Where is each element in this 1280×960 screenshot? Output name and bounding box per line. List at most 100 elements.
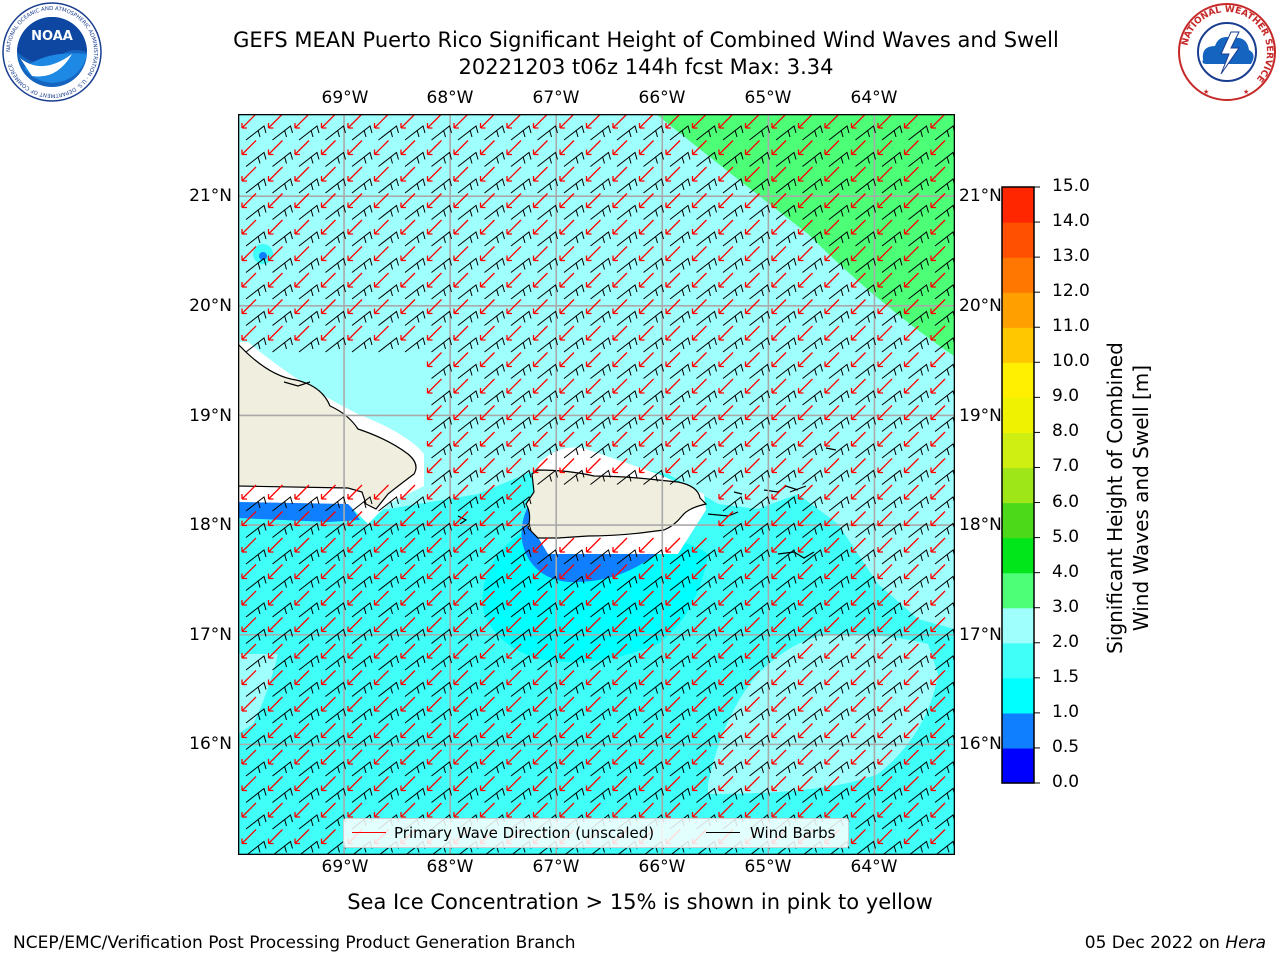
- svg-text:NOAA: NOAA: [31, 29, 73, 44]
- wind-barb: [484, 708, 505, 724]
- wave-direction-arrow: [824, 564, 840, 580]
- wind-barb: [245, 681, 267, 697]
- wave-direction-arrow: [294, 776, 310, 792]
- wave-direction-arrow: [426, 802, 442, 818]
- wave-direction-arrow: [241, 670, 257, 686]
- wave-direction-arrow: [400, 299, 416, 315]
- wave-direction-arrow: [850, 617, 866, 633]
- footer-branch: NCEP/EMC/Verification Post Processing Pr…: [13, 933, 576, 953]
- wave-direction-arrow: [903, 643, 919, 659]
- wave-direction-arrow: [373, 272, 389, 288]
- wave-direction-arrow: [559, 140, 575, 156]
- chart-subtitle: 20221203 t06z 144h fcst Max: 3.34: [458, 55, 834, 79]
- wave-direction-arrow: [638, 537, 654, 553]
- wind-barb: [696, 337, 717, 353]
- wave-direction-arrow: [612, 299, 628, 315]
- wind-barb: [563, 761, 585, 777]
- wave-direction-arrow: [691, 431, 707, 447]
- wind-barb: [855, 496, 876, 512]
- wave-direction-arrow: [453, 378, 469, 394]
- wave-direction-arrow: [479, 405, 495, 421]
- wind-barb: [669, 602, 691, 618]
- lon-label-top: 67°W: [532, 88, 580, 108]
- wind-barb: [669, 284, 691, 300]
- colorbar-segment: [1002, 502, 1034, 539]
- wind-barb: [908, 602, 929, 618]
- wave-band-0.5-1: [521, 506, 656, 583]
- wind-barb: [325, 761, 346, 777]
- wave-direction-arrow: [453, 431, 469, 447]
- wind-barb: [431, 681, 452, 697]
- wind-barb: [590, 178, 611, 194]
- wave-direction-arrow: [532, 405, 548, 421]
- wave-direction-arrow: [506, 537, 522, 553]
- wind-barb: [563, 310, 585, 326]
- wind-barb: [272, 231, 293, 247]
- wave-direction-arrow: [559, 352, 575, 368]
- wind-barb: [298, 522, 320, 538]
- wind-barb: [802, 390, 823, 406]
- wind-barb: [934, 284, 954, 300]
- lon-label-top: 69°W: [321, 88, 369, 108]
- wave-direction-arrow: [877, 802, 893, 818]
- wave-direction-arrow: [797, 325, 813, 341]
- wave-direction-arrow: [373, 670, 389, 686]
- wind-barb: [537, 337, 558, 353]
- wave-direction-arrow: [453, 458, 469, 474]
- wind-barb: [669, 655, 691, 671]
- wind-barb: [298, 204, 320, 220]
- colorbar-tick-label: 1.5: [1052, 666, 1080, 687]
- wave-direction-arrow: [903, 431, 919, 447]
- wind-barb: [855, 151, 876, 167]
- wave-direction-arrow: [267, 325, 283, 341]
- wind-barb: [378, 337, 399, 353]
- wind-barb: [404, 125, 426, 141]
- colorbar-tick-label: 7.0: [1052, 456, 1080, 477]
- wind-barb: [616, 443, 638, 459]
- wave-direction-arrow: [426, 643, 442, 659]
- wind-barb: [828, 337, 850, 353]
- wave-direction-arrow: [400, 193, 416, 209]
- wave-direction-arrow: [877, 590, 893, 606]
- wave-direction-arrow: [797, 114, 813, 129]
- colorbar-segment: [1002, 292, 1034, 328]
- wave-direction-arrow: [877, 829, 893, 845]
- wave-direction-arrow: [559, 246, 575, 262]
- wind-barb: [749, 734, 770, 750]
- wave-direction-arrow: [585, 299, 601, 315]
- wave-direction-legend-label: Primary Wave Direction (unscaled): [394, 824, 655, 842]
- wind-barb: [696, 681, 717, 697]
- wind-barb: [484, 416, 505, 432]
- wave-direction-arrow: [877, 166, 893, 182]
- wind-barb: [669, 708, 691, 724]
- wave-direction-arrow: [771, 193, 787, 209]
- wave-direction-arrow: [612, 802, 628, 818]
- wave-direction-arrow: [241, 325, 257, 341]
- wind-barb: [590, 416, 611, 432]
- wind-barb: [510, 178, 532, 194]
- wave-direction-arrow: [930, 537, 946, 553]
- wave-direction-arrow: [320, 590, 336, 606]
- wind-barb: [457, 734, 479, 750]
- wave-direction-arrow: [479, 696, 495, 712]
- wind-barb: [457, 363, 479, 379]
- wave-direction-arrow: [718, 511, 734, 527]
- wave-direction-arrow: [506, 643, 522, 659]
- wind-barb: [802, 522, 823, 538]
- wind-barb: [855, 390, 876, 406]
- colorbar-tick-label: 13.0: [1052, 246, 1090, 267]
- wave-direction-arrow: [903, 617, 919, 633]
- wave-direction-arrow: [532, 299, 548, 315]
- wind-barb: [457, 761, 479, 777]
- wave-direction-arrow: [877, 246, 893, 262]
- wind-barb: [722, 602, 744, 618]
- wave-direction-arrow: [718, 431, 734, 447]
- wave-direction-arrow: [453, 511, 469, 527]
- wave-direction-arrow: [506, 246, 522, 262]
- wave-direction-arrow: [903, 166, 919, 182]
- wave-direction-arrow: [691, 299, 707, 315]
- wave-direction-arrow: [479, 590, 495, 606]
- wind-barb: [749, 628, 770, 644]
- wave-direction-arrow: [559, 299, 575, 315]
- wind-barb: [590, 708, 611, 724]
